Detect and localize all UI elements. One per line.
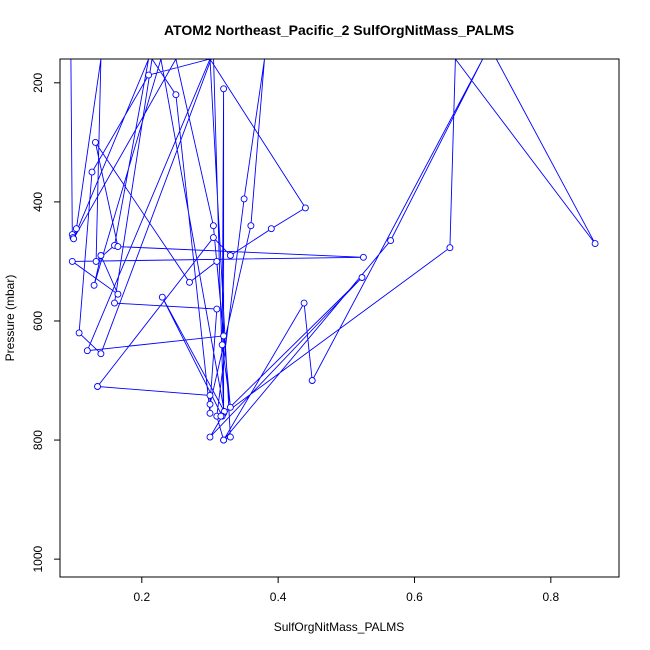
y-axis-label: Pressure (mbar)	[3, 275, 17, 362]
x-tick-label: 0.6	[406, 590, 423, 604]
data-point	[226, 252, 234, 259]
y-tick-label: 200	[31, 72, 45, 92]
data-point	[158, 293, 166, 301]
data-point	[300, 299, 308, 307]
data-point	[172, 91, 180, 99]
x-axis-label: SulfOrgNitMass_PALMS	[274, 620, 404, 634]
data-point	[206, 409, 214, 417]
data-point	[70, 235, 78, 243]
data-point	[220, 436, 228, 444]
data-point	[217, 412, 225, 420]
chart-title: ATOM2 Northeast_Pacific_2 SulfOrgNitMass…	[164, 22, 514, 38]
plot-frame	[59, 58, 620, 578]
data-point	[206, 433, 214, 441]
data-point	[111, 299, 118, 307]
data-point	[267, 225, 275, 233]
data-point	[358, 274, 366, 281]
data-point	[97, 350, 105, 358]
x-axis: 0.2 0.4 0.6 0.8	[133, 577, 559, 604]
y-tick-label: 800	[31, 430, 45, 450]
data-point	[446, 244, 454, 252]
x-tick-label: 0.8	[542, 590, 559, 604]
data-point	[240, 195, 248, 203]
data-point	[97, 252, 105, 259]
data-point	[359, 253, 367, 261]
y-axis: 200 400 600 800 1000	[31, 72, 60, 572]
data-point	[75, 329, 83, 337]
data-point	[92, 257, 100, 265]
data-point	[209, 234, 217, 242]
data-point	[213, 305, 221, 313]
data-point	[114, 290, 122, 298]
data-point	[68, 257, 76, 265]
data-point	[91, 138, 99, 146]
data-point	[72, 225, 80, 233]
data-point	[145, 71, 153, 79]
y-tick-label: 1000	[31, 545, 45, 572]
data-point	[88, 168, 96, 176]
x-tick-label: 0.2	[133, 590, 150, 604]
data-point	[591, 240, 599, 248]
data-point	[209, 222, 217, 230]
y-tick-label: 600	[31, 311, 45, 331]
data-point	[226, 433, 234, 441]
data-point	[213, 257, 221, 265]
data-point	[90, 281, 98, 289]
data-point	[387, 237, 395, 245]
plot-area	[68, 59, 599, 444]
data-point	[308, 377, 316, 384]
data-point	[94, 383, 101, 390]
data-point	[206, 400, 214, 408]
y-tick-label: 400	[31, 192, 45, 212]
x-tick-label: 0.4	[270, 590, 287, 604]
data-point	[220, 85, 228, 93]
data-point	[220, 332, 228, 340]
data-point	[301, 204, 309, 212]
data-point	[83, 347, 91, 355]
data-point	[218, 341, 226, 349]
series-line	[70, 59, 596, 442]
data-point	[247, 222, 255, 230]
data-point	[186, 278, 193, 286]
data-point	[206, 391, 214, 399]
data-point	[226, 403, 234, 411]
data-point	[114, 243, 122, 251]
